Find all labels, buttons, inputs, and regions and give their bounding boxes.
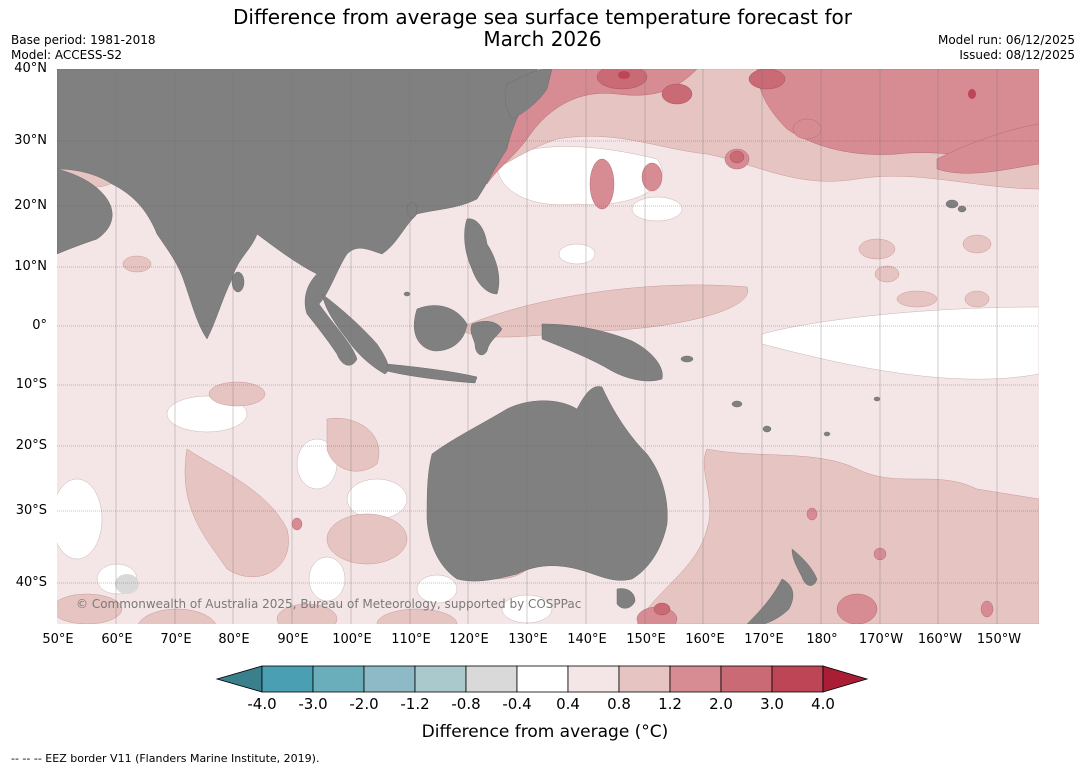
colorbar-tick-label: 0.8 — [607, 695, 631, 713]
colorbar-tick-label: -4.0 — [247, 695, 277, 713]
lat-label: 0° — [32, 318, 47, 333]
colorbar-tick-label: 3.0 — [760, 695, 784, 713]
lat-label: 20°S — [15, 438, 47, 453]
colorbar-tick-label: -0.8 — [451, 695, 481, 713]
lon-label: 130°E — [508, 632, 548, 647]
colorbar-extend-low — [215, 665, 263, 693]
colorbar-cell — [669, 665, 722, 693]
australia — [426, 386, 668, 582]
colorbar-tick-label: 4.0 — [811, 695, 835, 713]
borneo — [413, 305, 468, 352]
taiwan — [406, 201, 418, 219]
extreme-warm-areas — [618, 71, 976, 99]
colorbar-cell — [516, 665, 569, 693]
title-line-1: Difference from average sea surface temp… — [232, 5, 852, 29]
colorbar-cell — [618, 665, 671, 693]
lat-label: 10°S — [15, 377, 47, 392]
lat-label: 30°S — [15, 503, 47, 518]
issued-date: Issued: 08/12/2025 — [959, 48, 1075, 62]
colorbar-cell — [414, 665, 467, 693]
base-period: Base period: 1981-2018 — [11, 33, 156, 47]
lon-label: 170°E — [744, 632, 784, 647]
eez-border-note: -- -- -- EEZ border V11 (Flanders Marine… — [11, 752, 320, 765]
colorbar-cell — [567, 665, 620, 693]
meridians — [115, 69, 998, 624]
title-line-2: March 2026 — [483, 27, 602, 51]
lon-label: 120°E — [449, 632, 489, 647]
lat-label: 30°N — [14, 133, 47, 148]
arabia-land — [57, 168, 113, 255]
cool-anomaly-spot — [115, 574, 139, 594]
asia-land — [57, 69, 538, 366]
meta-right: Model run: 06/12/2025 Issued: 08/12/2025 — [938, 33, 1075, 63]
colorbar-tick-label: 1.2 — [658, 695, 682, 713]
lon-label: 80°E — [218, 632, 250, 647]
colorbar-tick-label: -2.0 — [349, 695, 379, 713]
lat-label: 40°S — [15, 575, 47, 590]
model-name: Model: ACCESS-S2 — [11, 48, 123, 62]
lon-label: 150°W — [976, 632, 1022, 647]
colorbar-tick-label: 2.0 — [709, 695, 733, 713]
colorbar-cell — [771, 665, 824, 693]
lat-label: 10°N — [14, 259, 47, 274]
lon-label: 90°E — [277, 632, 309, 647]
colorbar — [215, 665, 869, 693]
lon-label: 150°E — [626, 632, 666, 647]
land-masses — [57, 69, 967, 624]
strong-warm-areas — [596, 69, 786, 616]
colorbar-tick-label: 0.4 — [556, 695, 580, 713]
colorbar-tick-label: -0.4 — [502, 695, 532, 713]
colorbar-label: Difference from average (°C) — [421, 722, 669, 742]
sri-lanka — [231, 271, 245, 293]
colorbar-cell — [312, 665, 365, 693]
lon-label: 100°E — [332, 632, 372, 647]
lat-label: 40°N — [14, 61, 47, 76]
model-run: Model run: 06/12/2025 — [937, 33, 1075, 47]
lon-label: 180° — [806, 632, 838, 647]
philippines — [464, 218, 500, 295]
colorbar-tick-label: -3.0 — [298, 695, 328, 713]
new-zealand-north — [791, 548, 818, 586]
new-zealand-south — [746, 578, 794, 624]
colorbar-cell — [465, 665, 518, 693]
colorbar-extend-high — [822, 665, 869, 693]
lon-label: 70°E — [160, 632, 192, 647]
graticule — [57, 140, 1039, 584]
colorbar-cell — [720, 665, 773, 693]
lon-label: 160°W — [917, 632, 963, 647]
meta-left: Base period: 1981-2018 Model: ACCESS-S2 — [11, 33, 156, 63]
sst-anomaly-map — [57, 69, 1039, 624]
lon-label: 60°E — [101, 632, 133, 647]
new-guinea — [541, 323, 663, 382]
chart-title: Difference from average sea surface temp… — [190, 6, 895, 50]
lon-label: 160°E — [685, 632, 725, 647]
lon-label: 170°W — [858, 632, 904, 647]
sulawesi — [470, 321, 503, 356]
tasmania — [616, 588, 636, 609]
colorbar-cell — [261, 665, 314, 693]
lat-label: 20°N — [14, 198, 47, 213]
lon-label: 140°E — [567, 632, 607, 647]
lon-label: 110°E — [391, 632, 431, 647]
copyright-notice: © Commonwealth of Australia 2025, Bureau… — [76, 597, 582, 611]
colorbar-cell — [363, 665, 416, 693]
japan — [504, 69, 553, 120]
lon-label: 50°E — [42, 632, 74, 647]
java — [386, 363, 478, 384]
colorbar-tick-label: -1.2 — [400, 695, 430, 713]
